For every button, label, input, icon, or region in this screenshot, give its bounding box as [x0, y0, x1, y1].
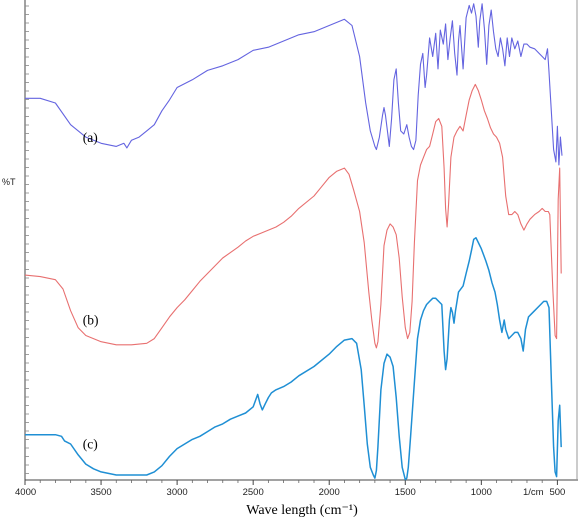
x-tick-label: 2000 — [319, 487, 340, 498]
x-ticks: 4000 3500 3000 2500 2000 1500 1000 500 — [15, 480, 565, 498]
x-tick-label: 1000 — [471, 487, 492, 498]
plot-area: 4000 3500 3000 2500 2000 1500 1000 500 (a) (b) (c… — [15, 0, 578, 498]
series-line-3 — [25, 237, 562, 481]
series-label-3: (c) — [83, 437, 98, 452]
x-tick-label: 4000 — [15, 487, 36, 498]
x-axis-title: Wave length (cm⁻¹) — [246, 503, 358, 518]
y-axis-title: %T — [2, 177, 16, 187]
series-label-2: (b) — [83, 313, 99, 328]
y-minor-ticks — [25, 5, 29, 474]
x-tick-label: 2500 — [243, 487, 264, 498]
x-tick-label: 3000 — [167, 487, 188, 498]
x-tick-label: 1500 — [395, 487, 416, 498]
series-line-1 — [25, 3, 563, 166]
x-tick-label: 500 — [549, 487, 565, 498]
series-layer: (a) (b) (c) — [24, 3, 563, 481]
x-unit-label: 1/cm — [523, 487, 544, 498]
series-line-2 — [24, 83, 562, 349]
x-tick-label: 3500 — [90, 487, 111, 498]
series-label-1: (a) — [83, 130, 98, 145]
